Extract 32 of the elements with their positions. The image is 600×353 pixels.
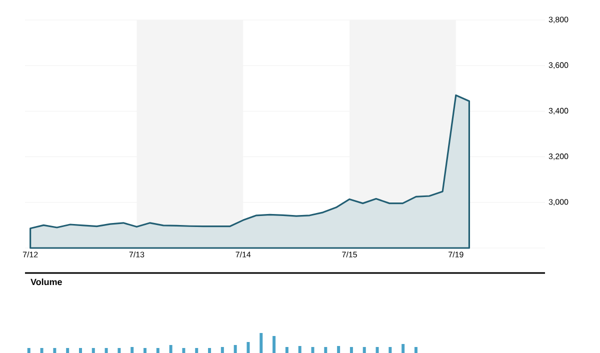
chart-title: Volume — [30, 278, 62, 286]
bar — [182, 348, 186, 353]
bar — [246, 342, 250, 353]
bar — [324, 347, 328, 353]
bar — [118, 348, 121, 353]
bar — [169, 345, 172, 353]
bar — [260, 333, 263, 353]
bar — [130, 347, 134, 353]
bar — [388, 347, 392, 353]
bar — [272, 336, 276, 353]
bar — [78, 348, 82, 353]
bar — [402, 344, 405, 353]
bar — [234, 345, 237, 353]
bar — [195, 348, 198, 353]
bar — [298, 346, 302, 353]
bar — [92, 348, 95, 353]
bar — [27, 348, 30, 353]
bar — [362, 347, 366, 353]
bar — [376, 347, 379, 353]
bar — [285, 347, 288, 353]
bar — [414, 347, 418, 353]
bar — [104, 348, 108, 353]
bar — [156, 348, 160, 353]
bar — [144, 348, 147, 353]
bar — [350, 347, 353, 353]
bar — [220, 347, 224, 353]
bar — [53, 348, 56, 353]
bar — [208, 348, 212, 353]
bar — [66, 348, 70, 353]
bar — [40, 348, 44, 353]
bar — [337, 346, 340, 353]
bar — [311, 347, 314, 353]
